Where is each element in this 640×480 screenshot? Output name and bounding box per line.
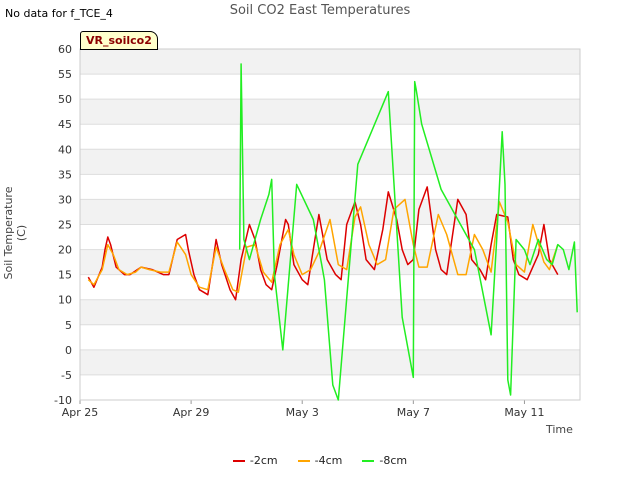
site-badge: VR_soilco2 — [80, 31, 158, 50]
legend-swatch — [362, 460, 375, 462]
y-tick-label: 25 — [58, 219, 72, 232]
legend: -2cm -4cm -8cm — [0, 454, 640, 467]
y-tick-label: 55 — [58, 68, 72, 81]
y-tick-label: 45 — [58, 118, 72, 131]
legend-item: -4cm — [297, 454, 343, 467]
y-tick-label: 0 — [65, 344, 72, 357]
legend-label: -8cm — [379, 454, 408, 467]
y-tick-label: 15 — [58, 269, 72, 282]
y-tick-label: -5 — [61, 369, 72, 382]
no-data-notice: No data for f_TCE_4 — [5, 7, 113, 20]
x-tick-label: May 7 — [397, 406, 430, 419]
x-tick-label: Apr 29 — [173, 406, 210, 419]
y-tick-label: -10 — [54, 394, 72, 407]
y-tick-label: 60 — [58, 43, 72, 56]
y-tick-label: 40 — [58, 143, 72, 156]
legend-swatch — [297, 460, 310, 462]
series-line-minus8cm — [238, 63, 578, 401]
legend-label: -2cm — [249, 454, 278, 467]
x-tick-label: May 11 — [504, 406, 544, 419]
legend-swatch — [232, 460, 245, 462]
legend-label: -4cm — [314, 454, 343, 467]
series-line-minus2cm — [87, 186, 559, 301]
grid-band — [80, 49, 580, 75]
y-tick-label: 50 — [58, 93, 72, 106]
chart-title: Soil CO2 East Temperatures — [229, 3, 411, 18]
grid-band — [80, 99, 580, 125]
y-tick-label: 10 — [58, 294, 72, 307]
x-tick-label: Apr 25 — [62, 406, 99, 419]
legend-item: -8cm — [362, 454, 407, 467]
x-tick-label: May 3 — [286, 406, 319, 419]
y-tick-label: 20 — [58, 244, 72, 257]
grid-band — [80, 249, 580, 275]
series-line-minus4cm — [87, 198, 559, 293]
grid-band — [80, 299, 580, 325]
plot-frame — [79, 48, 581, 401]
x-axis-label: Time — [546, 423, 573, 436]
grid-band — [80, 149, 580, 175]
y-tick-label: 5 — [65, 319, 72, 332]
legend-item: -2cm — [232, 454, 278, 467]
y-tick-label: 30 — [58, 193, 72, 206]
y-tick-label: 35 — [58, 168, 72, 181]
